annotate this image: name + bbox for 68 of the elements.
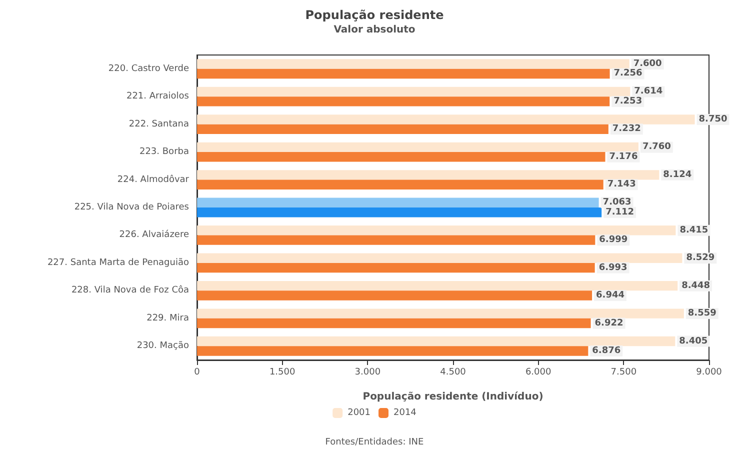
y-tick-label: 221. Arraiolos	[126, 92, 190, 102]
bar	[197, 96, 610, 106]
data-label: 6.876	[592, 346, 621, 356]
data-label: 6.944	[596, 290, 625, 301]
x-tick-label: 3.000	[354, 368, 381, 378]
data-label: 7.253	[614, 96, 642, 106]
bar	[197, 346, 588, 356]
data-label: 6.993	[598, 262, 628, 273]
x-axis-title: População residente (Indivíduo)	[362, 392, 544, 402]
bar	[197, 235, 596, 245]
bar	[197, 152, 606, 162]
y-tick-label: 229. Mira	[146, 313, 189, 324]
data-label: 8.405	[679, 336, 708, 346]
bar	[197, 280, 678, 291]
bar	[197, 86, 630, 97]
bar	[197, 198, 599, 208]
x-tick-label: 9.000	[696, 368, 722, 378]
x-tick-label: 1.500	[269, 368, 296, 378]
chart-subtitle: Valor absoluto	[334, 24, 416, 36]
y-tick-label: 227. Santa Marta de Penaguião	[47, 258, 190, 268]
legend-label: 2014	[394, 408, 417, 418]
bar	[197, 318, 591, 328]
y-tick-label: 220. Castro Verde	[108, 64, 190, 74]
data-label: 7.176	[609, 152, 638, 162]
bar	[197, 170, 660, 180]
data-label: 8.750	[698, 114, 728, 124]
data-label: 7.143	[607, 180, 636, 190]
data-label: 7.063	[602, 198, 632, 208]
data-label: 7.760	[642, 142, 671, 152]
bar	[197, 59, 630, 69]
x-tick-label: 6.000	[525, 368, 552, 378]
data-label: 7.112	[606, 207, 634, 218]
data-label: 7.256	[614, 68, 642, 79]
data-label: 6.922	[594, 318, 624, 328]
data-label: 8.124	[663, 170, 692, 180]
y-tick-label: 224. Almodôvar	[117, 174, 190, 185]
bar	[197, 262, 595, 273]
y-tick-label: 226. Alvaiázere	[119, 229, 190, 240]
x-tick-label: 4.500	[440, 368, 466, 378]
data-label: 7.614	[634, 86, 663, 97]
bar	[197, 180, 604, 190]
y-tick-label: 222. Santana	[128, 119, 189, 130]
bar	[197, 226, 676, 236]
y-tick-label: 230. Mação	[136, 341, 190, 352]
legend-label: 2001	[348, 408, 370, 418]
x-tick-label: 7.500	[610, 368, 637, 378]
data-label: 7.600	[633, 59, 662, 70]
data-label: 8.448	[682, 280, 710, 291]
bar	[197, 308, 684, 318]
y-tick-label: 225. Vila Nova de Poiares	[74, 202, 190, 212]
bar	[197, 68, 610, 79]
data-label: 8.559	[688, 308, 716, 319]
y-tick-label: 223. Borba	[139, 147, 189, 158]
data-label: 8.415	[680, 225, 708, 236]
data-label: 6.999	[599, 235, 628, 246]
text: Fontes/Entidades: INE	[325, 438, 424, 448]
bar	[197, 290, 592, 300]
bar	[197, 124, 608, 134]
bar	[197, 253, 682, 263]
bar	[197, 336, 676, 346]
chart-title: População residente	[305, 8, 444, 22]
data-label: 7.232	[612, 124, 641, 134]
x-tick-label: 0	[194, 368, 200, 378]
y-tick-label: 228. Vila Nova de Foz Côa	[71, 284, 189, 296]
bar	[197, 208, 602, 218]
data-label: 8.529	[686, 253, 715, 264]
bar	[197, 142, 638, 152]
bar	[197, 114, 695, 124]
